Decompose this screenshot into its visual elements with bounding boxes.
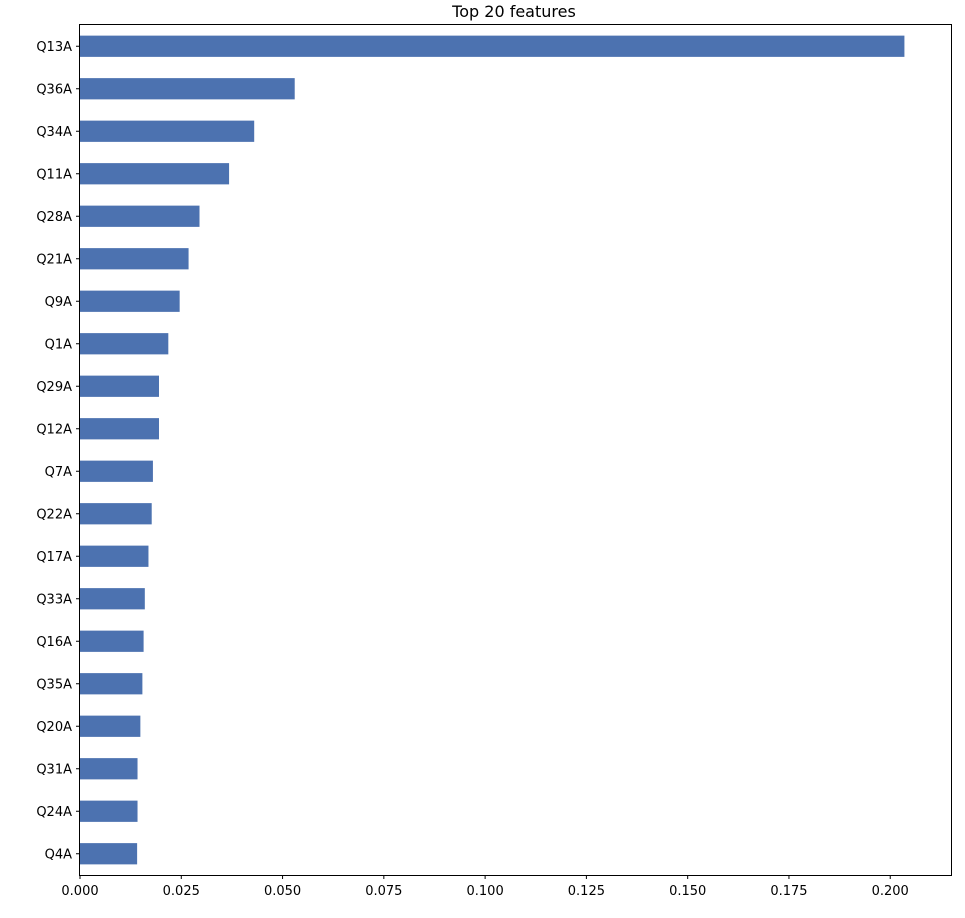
- x-tick-label: 0.175: [770, 884, 807, 899]
- bar-q12a: [80, 418, 159, 440]
- bar-q24a: [80, 800, 138, 822]
- y-tick-label: Q31A: [36, 762, 72, 777]
- y-tick-label: Q7A: [45, 465, 73, 480]
- y-tick-label: Q9A: [45, 295, 73, 310]
- x-tick-label: 0.125: [568, 884, 605, 899]
- bar-q4a: [80, 843, 138, 865]
- bar-q13a: [80, 35, 905, 57]
- y-tick-label: Q4A: [45, 847, 73, 862]
- y-tick-label: Q11A: [36, 167, 72, 182]
- bar-q22a: [80, 503, 152, 525]
- bar-q36a: [80, 78, 295, 100]
- x-tick-label: 0.150: [669, 884, 706, 899]
- x-tick-label: 0.100: [467, 884, 504, 899]
- bar-q33a: [80, 588, 145, 610]
- y-tick-label: Q12A: [36, 422, 72, 437]
- x-tick-labels: 0.000 0.025 0.050 0.075 0.100 0.125 0.150 0.175…: [61, 875, 909, 899]
- x-tick-label: 0.050: [264, 884, 301, 899]
- y-tick-label: Q28A: [36, 210, 72, 225]
- plot-area-frame: [79, 24, 952, 876]
- chart-title: Top 20 features: [451, 2, 576, 21]
- bar-q1a: [80, 333, 169, 355]
- y-tick-label: Q1A: [45, 337, 73, 352]
- bar-q20a: [80, 715, 141, 737]
- bar-q16a: [80, 630, 144, 652]
- bar-q21a: [80, 248, 189, 270]
- bar-q31a: [80, 758, 138, 780]
- y-tick-label: Q17A: [36, 550, 72, 565]
- x-tick-label: 0.000: [61, 884, 98, 899]
- bar-q34a: [80, 120, 255, 142]
- y-tick-label: Q16A: [36, 635, 72, 650]
- bar-q29a: [80, 375, 159, 397]
- bar-q7a: [80, 460, 153, 482]
- y-tick-label: Q36A: [36, 82, 72, 97]
- y-tick-label: Q29A: [36, 380, 72, 395]
- x-tick-label: 0.200: [872, 884, 909, 899]
- y-tick-label: Q33A: [36, 592, 72, 607]
- y-tick-label: Q34A: [36, 125, 72, 140]
- y-tick-label: Q22A: [36, 507, 72, 522]
- bar-q28a: [80, 205, 200, 227]
- bar-q35a: [80, 673, 143, 695]
- y-tick-labels: Q13A Q36A Q34A Q11A Q28A Q21A Q9A Q1A Q29A Q12A Q7…: [36, 40, 80, 862]
- x-tick-label: 0.075: [365, 884, 402, 899]
- y-tick-label: Q21A: [36, 252, 72, 267]
- x-tick-label: 0.025: [163, 884, 200, 899]
- y-tick-label: Q24A: [36, 805, 72, 820]
- bars-layer: [80, 35, 905, 865]
- bar-q9a: [80, 290, 180, 312]
- y-tick-label: Q20A: [36, 720, 72, 735]
- bar-q17a: [80, 545, 149, 567]
- y-tick-label: Q13A: [36, 40, 72, 55]
- y-tick-label: Q35A: [36, 677, 72, 692]
- bar-q11a: [80, 163, 230, 185]
